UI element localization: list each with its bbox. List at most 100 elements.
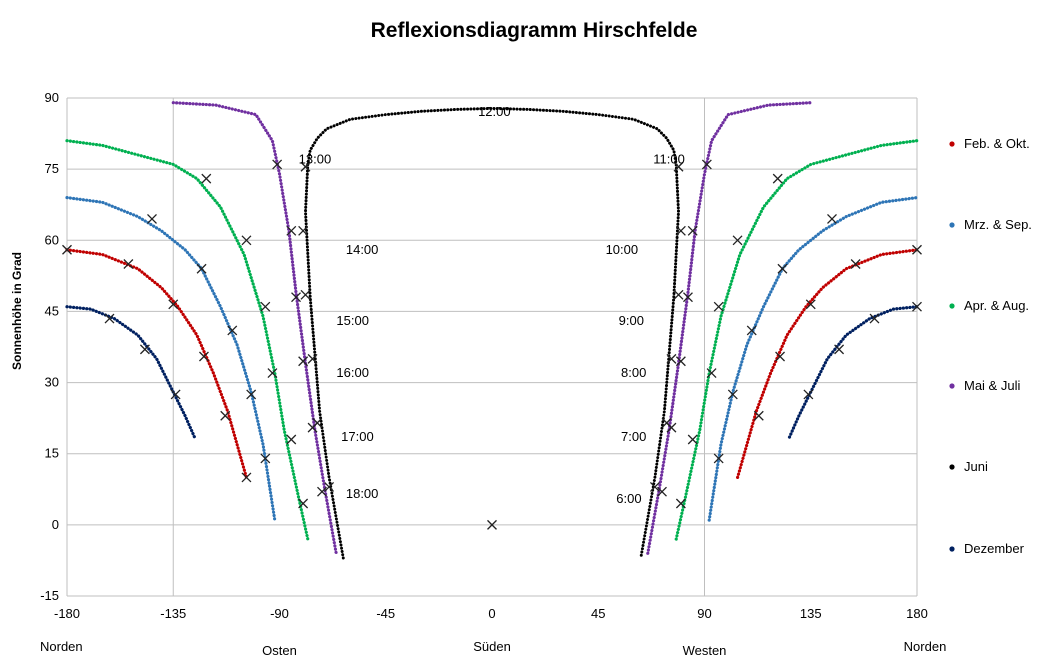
marker-1-2 (227, 325, 238, 336)
x-tick-label-7: 135 (800, 606, 822, 621)
marker-0-3 (198, 351, 209, 362)
direction-label-3: Westen (683, 643, 727, 658)
marker-3-11 (657, 486, 667, 497)
marker-1-3 (246, 389, 257, 400)
marker-4-2 (300, 289, 311, 300)
marker-1-4 (260, 453, 271, 464)
legend-label-4: Juni (964, 459, 988, 474)
marker-4-3 (307, 353, 318, 364)
marker-5-2 (170, 389, 181, 400)
y-tick-label-0: -15 (40, 588, 59, 603)
marker-4-8 (675, 225, 686, 236)
marker-4-7 (673, 161, 684, 172)
marker-4-10 (666, 353, 677, 364)
hour-label-3: 14:00 (346, 242, 379, 257)
marker-4-6 (487, 519, 497, 530)
marker-1-8 (727, 389, 738, 400)
y-tick-label-4: 45 (45, 303, 59, 318)
y-tick-label-2: 15 (45, 446, 59, 461)
hour-label-1: 13:00 (299, 152, 332, 167)
curve-1-0 (65, 196, 277, 522)
axes: -15 0 15 30 45 60 75 90 -180 -135 -90 -45 0 45 90 135 18… (40, 90, 946, 658)
hour-label-11: 18:00 (346, 486, 379, 501)
x-tick-label-3: -45 (376, 606, 395, 621)
hour-label-7: 16:00 (336, 365, 369, 380)
hour-label-9: 17:00 (341, 429, 374, 444)
legend-label-3: Mai & Juli (964, 378, 1020, 393)
marker-1-7 (746, 325, 757, 336)
curve-3-1 (646, 101, 813, 555)
hour-label-8: 8:00 (621, 365, 646, 380)
marker-2-4 (286, 434, 297, 445)
y-tick-label-3: 30 (45, 375, 59, 390)
x-tick-label-0: -180 (54, 606, 80, 621)
legend-label-5: Dezember (964, 541, 1025, 556)
marker-1-5 (827, 213, 837, 224)
marker-5-4 (869, 313, 880, 324)
legend-swatch-5 (949, 546, 955, 552)
marker-5-5 (834, 344, 845, 355)
hour-label-10: 7:00 (621, 429, 646, 444)
marker-4-11 (661, 417, 672, 428)
marker-4-1 (298, 225, 309, 236)
marker-2-7 (732, 235, 743, 246)
series-markers (62, 159, 922, 530)
marker-0-5 (241, 472, 252, 483)
x-tick-label-1: -135 (160, 606, 186, 621)
marker-2-6 (772, 173, 783, 184)
x-tick-label-8: 180 (906, 606, 928, 621)
marker-2-5 (298, 498, 309, 509)
marker-4-0 (300, 161, 311, 172)
marker-0-2 (168, 299, 179, 310)
curve-4-0 (306, 106, 680, 560)
legend-label-2: Apr. & Aug. (964, 298, 1029, 313)
curve-3-0 (171, 101, 338, 555)
curve-5-1 (787, 305, 919, 439)
marker-1-1 (196, 263, 207, 274)
marker-0-10 (753, 410, 764, 421)
marker-2-1 (241, 235, 252, 246)
marker-0-9 (775, 351, 786, 362)
direction-label-2: Süden (473, 639, 511, 654)
marker-5-3 (912, 301, 922, 312)
marker-4-5 (324, 481, 335, 492)
hour-label-6: 9:00 (619, 313, 644, 328)
direction-label-0: Norden (40, 639, 83, 654)
curve-4-1 (304, 162, 345, 560)
curve-0-1 (736, 248, 919, 479)
marker-3-0 (272, 159, 283, 170)
hour-label-0: 12:00 (478, 104, 511, 119)
curve-5-0 (65, 305, 197, 439)
marker-1-9 (713, 453, 724, 464)
marker-1-6 (777, 263, 788, 274)
x-tick-label-4: 0 (488, 606, 495, 621)
marker-5-6 (803, 389, 814, 400)
marker-5-0 (104, 313, 115, 324)
hour-label-4: 10:00 (606, 242, 639, 257)
marker-4-12 (649, 481, 660, 492)
marker-3-2 (291, 292, 301, 303)
marker-0-4 (220, 410, 231, 421)
hour-label-5: 15:00 (336, 313, 369, 328)
marker-0-6 (912, 244, 922, 255)
hour-label-2: 11:00 (653, 152, 685, 167)
y-tick-label-7: 90 (45, 90, 59, 105)
marker-2-0 (201, 173, 212, 184)
curve-2-1 (674, 139, 919, 541)
y-axis-label: Sonnenhöhe in Grad (10, 252, 24, 370)
marker-0-0 (62, 244, 72, 255)
hour-label-12: 6:00 (616, 491, 641, 506)
legend-swatch-4 (949, 464, 955, 470)
marker-2-2 (260, 301, 271, 312)
marker-3-9 (675, 356, 686, 367)
legend-label-0: Feb. & Okt. (964, 136, 1030, 151)
legend-label-1: Mrz. & Sep. (964, 217, 1032, 232)
curve-0-0 (65, 248, 248, 479)
legend: Feb. & Okt. Mrz. & Sep. Apr. & Aug. Mai & J… (949, 136, 1032, 556)
curve-2-0 (65, 139, 310, 541)
marker-2-3 (267, 368, 278, 379)
marker-0-1 (123, 259, 134, 269)
marker-4-9 (673, 289, 684, 300)
